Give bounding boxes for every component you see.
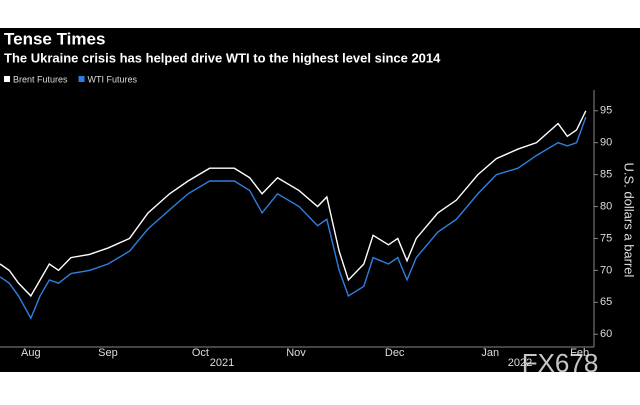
watermark: FX678 [522,348,599,378]
legend-label: WTI Futures [88,74,138,84]
x-tick-label: Aug [21,347,41,359]
series-line [0,116,587,320]
legend-swatch [4,76,10,82]
y-tick-label: 90 [600,137,612,149]
chart-title: Tense Times [4,29,105,48]
y-axis-label: U.S. dollars a barrel [622,163,637,278]
y-tick-label: 60 [600,328,612,340]
year-label: 2021 [210,357,234,369]
x-tick-label: Jan [481,347,499,359]
year-label: 2022 [508,357,532,369]
y-tick-label: 85 [600,169,612,181]
legend-label: Brent Futures [13,74,68,84]
x-tick-label: Dec [385,347,405,359]
x-tick-label: Oct [192,347,209,359]
chart-subtitle: The Ukraine crisis has helped drive WTI … [4,50,441,65]
y-tick-label: 70 [600,264,612,276]
x-tick-label: Sep [98,347,118,359]
y-tick-label: 80 [600,200,612,212]
y-tick-label: 95 [600,105,612,117]
y-tick-label: 65 [600,296,612,308]
background [0,28,640,372]
y-tick-label: 75 [600,232,612,244]
x-tick-label: Feb [570,347,589,359]
legend-swatch [78,76,85,82]
x-tick-label: Nov [286,347,306,359]
series-line [0,110,587,298]
